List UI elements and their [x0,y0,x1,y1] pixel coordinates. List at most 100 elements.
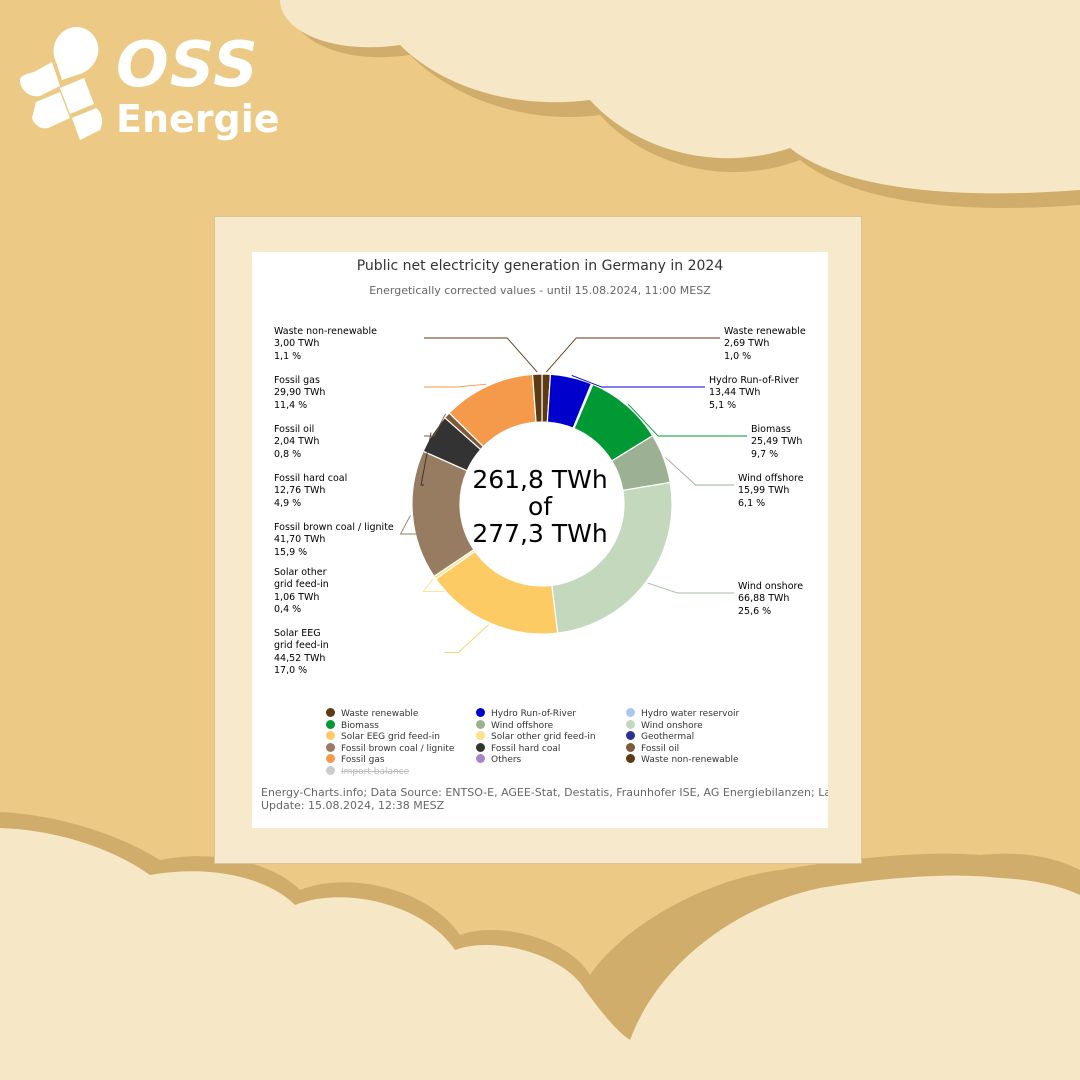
legend-dot-icon [326,754,335,764]
slice-label-waste-renewable: Waste renewable 2,69 TWh 1,0 % [724,326,806,363]
slice-label-value: 12,76 TWh [274,485,326,497]
connector-fossil-gas [424,383,487,388]
slice-label-percent: 5,1 % [709,399,737,411]
connector-solar-other-grid-feed-in [422,578,444,592]
legend-label: Waste renewable [341,709,419,719]
connector-waste-non-renewable [424,337,538,373]
slice-label-name: Biomass [751,424,791,435]
slice-label-name: Solar EEG grid feed-in [274,628,329,652]
slice-label-fossil-gas: Fossil gas 29,90 TWh 11,4 % [274,375,325,412]
legend-item-import-balance[interactable]: Import balance [326,766,409,778]
slice-label-value: 66,88 TWh [738,593,790,605]
legend-dot-icon [626,742,635,752]
slice-label-solar-eeg-grid-feed-in: Solar EEG grid feed-in 44,52 TWh 17,0 % [274,628,329,678]
slice-label-name: Wind onshore [738,581,804,592]
slice-label-name: Hydro Run-of-River [709,375,799,386]
slice-label-waste-non-renewable: Waste non-renewable 3,00 TWh 1,1 % [274,326,377,363]
legend-label: Fossil hard coal [491,743,561,754]
center-total-line1: 261,8 TWh [472,465,608,494]
slice-label-percent: 0,8 % [274,448,302,460]
slice-label-value: 41,70 TWh [274,534,326,546]
slice-label-value: 44,52 TWh [274,652,326,664]
brand-name: OSS [116,28,259,101]
legend-item-others[interactable]: Others [476,754,521,766]
slice-label-name: Wind offshore [738,473,804,484]
legend-label: Hydro water reservoir [641,709,740,719]
leaf-logo-icon [20,26,103,140]
legend-label: Solar EEG grid feed-in [341,732,440,743]
slice-label-name: Fossil gas [274,375,320,386]
legend-label: Hydro Run-of-River [491,709,577,719]
legend-label: Fossil oil [641,743,680,754]
slice-label-value: 25,49 TWh [751,436,803,448]
legend-label: Solar other grid feed-in [491,732,596,743]
connector-hydro-run-of-river [571,374,705,388]
slice-label-percent: 0,4 % [274,604,302,616]
legend-dot-icon [626,731,635,741]
slice-label-value: 3,00 TWh [274,338,320,350]
slice-label-name: Waste renewable [724,326,806,337]
slice-label-fossil-brown-coal-lignite: Fossil brown coal / lignite 41,70 TWh 15,9… [274,522,394,559]
slice-label-percent: 4,9 % [274,497,302,509]
slice-label-value: 13,44 TWh [709,387,761,399]
legend-label: Geothermal [641,732,695,743]
legend-item-geothermal[interactable]: Geothermal [626,731,694,743]
connector-fossil-oil [424,413,446,437]
slice-label-name: Fossil oil [274,424,315,435]
slice-label-value: 1,06 TWh [274,591,320,603]
legend-item-hydro-water-reservoir[interactable]: Hydro water reservoir [626,708,739,720]
legend-label: Import balance [341,767,410,777]
legend-item-fossil-hard-coal[interactable]: Fossil hard coal [476,742,561,755]
chart-subtitle: Energetically corrected values - until 1… [369,284,711,297]
legend-item-fossil-brown-coal-lignite[interactable]: Fossil brown coal / lignite [326,742,454,755]
legend-item-wind-onshore[interactable]: Wind onshore [626,719,703,732]
slice-label-name: Fossil brown coal / lignite [274,522,394,533]
slice-label-percent: 17,0 % [274,665,308,677]
slice-label-hydro-run-of-river: Hydro Run-of-River 13,44 TWh 5,1 % [709,375,799,412]
slice-label-percent: 15,9 % [274,546,308,558]
slice-label-percent: 1,1 % [274,350,302,362]
slice-label-percent: 6,1 % [738,497,766,509]
slice-wind-onshore[interactable] [551,481,673,634]
legend-item-biomass[interactable]: Biomass [326,719,379,732]
slice-label-percent: 11,4 % [274,399,308,411]
connector-wind-offshore [665,457,734,486]
slice-label-biomass: Biomass 25,49 TWh 9,7 % [751,424,802,461]
credits-update: Update: 15.08.2024, 12:38 MESZ [261,799,445,812]
slice-label-fossil-hard-coal: Fossil hard coal 12,76 TWh 4,9 % [274,473,347,510]
slice-label-percent: 1,0 % [724,350,752,362]
slice-label-percent: 25,6 % [738,605,772,617]
connector-fossil-brown-coal-lignite [399,515,444,535]
legend-dot-icon [326,719,335,729]
slice-label-fossil-oil: Fossil oil 2,04 TWh 0,8 % [274,424,319,461]
center-total: 261,8 TWh of 277,3 TWh [442,466,638,547]
legend-dot-icon [326,708,335,717]
legend-item-hydro-run-of-river[interactable]: Hydro Run-of-River [476,708,576,720]
legend-item-waste-non-renewable[interactable]: Waste non-renewable [626,754,739,766]
legend-dot-icon [626,754,635,764]
legend-item-solar-other-grid-feed-in[interactable]: Solar other grid feed-in [476,731,596,743]
legend-item-wind-offshore[interactable]: Wind offshore [476,719,554,732]
center-total-line2: of [527,492,553,521]
connector-wind-onshore [647,582,734,594]
legend-dot-icon [326,731,335,741]
legend-dot-icon [476,719,485,729]
legend-dot-icon [476,708,485,717]
credits-source: Energy-Charts.info; Data Source: ENTSO-E… [261,786,828,799]
legend-item-fossil-oil[interactable]: Fossil oil [626,742,680,755]
slice-label-name: Solar other grid feed-in [274,567,329,591]
slice-waste-non-renewable[interactable] [531,373,543,423]
legend-dot-icon [476,742,485,752]
connector-fossil-hard-coal [420,432,432,486]
legend-dot-icon [326,742,335,752]
connector-waste-renewable [545,337,720,373]
legend-item-solar-eeg-grid-feed-in[interactable]: Solar EEG grid feed-in [326,731,440,743]
slice-label-value: 15,99 TWh [738,485,790,497]
legend-label: Fossil gas [341,755,385,766]
legend-item-waste-renewable[interactable]: Waste renewable [326,708,418,720]
legend-label: Wind offshore [491,720,554,731]
slice-label-value: 29,90 TWh [274,387,326,399]
slice-label-wind-offshore: Wind offshore 15,99 TWh 6,1 % [738,473,804,510]
legend-label: Biomass [341,720,379,731]
legend-item-fossil-gas[interactable]: Fossil gas [326,754,385,766]
